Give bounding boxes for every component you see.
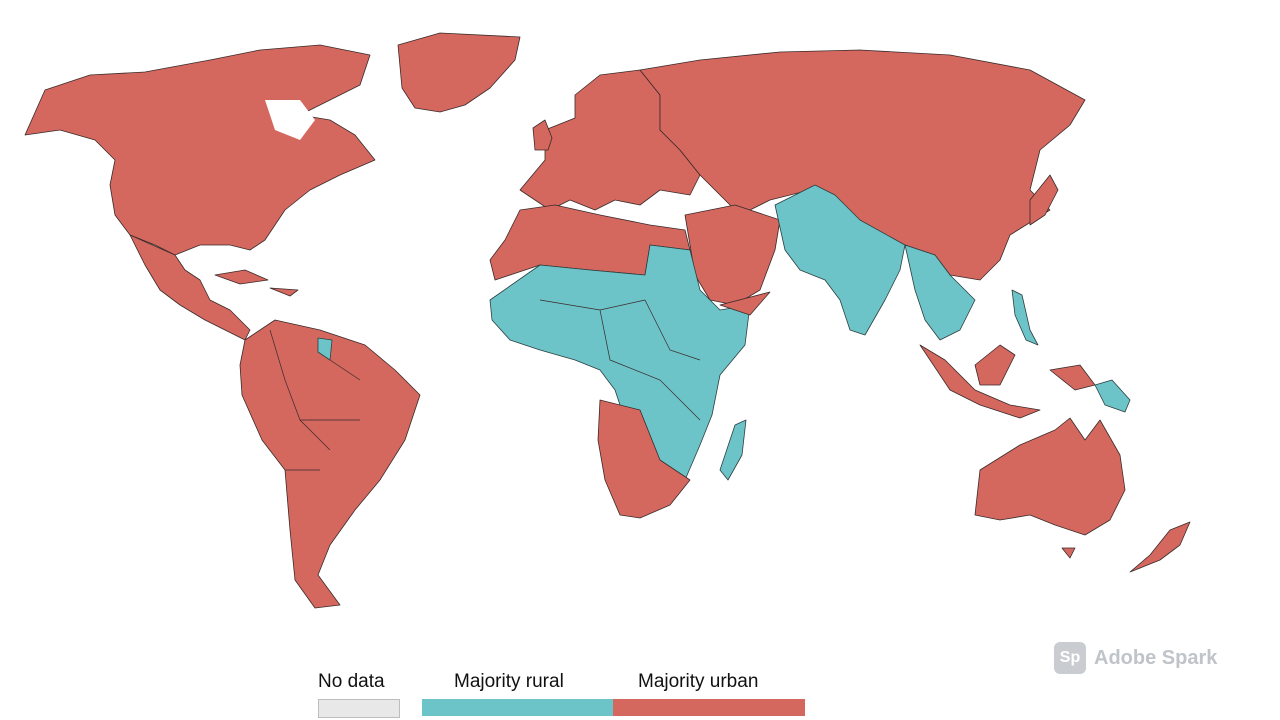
region-greenland: [397, 32, 521, 113]
region-north-america: [24, 44, 376, 256]
region-madagascar: [719, 419, 747, 481]
region-new-zealand: [1061, 521, 1191, 573]
region-japan: [1029, 174, 1059, 226]
region-uk: [532, 119, 553, 151]
legend-majority-urban-label: Majority urban: [638, 671, 759, 692]
legend-majority-rural-label: Majority rural: [454, 671, 564, 692]
region-asia: [639, 49, 1086, 281]
legend-no-data-label: No data: [318, 671, 385, 692]
region-central-america: [129, 234, 251, 341]
adobe-spark-watermark: Sp Adobe Spark: [1054, 642, 1217, 674]
region-papua-new-guinea: [1094, 379, 1131, 413]
legend-urban-swatch: [613, 699, 805, 716]
borders-africa: [539, 299, 701, 421]
region-philippines: [1011, 289, 1039, 346]
region-sub-saharan-africa: [489, 244, 751, 481]
region-southern-africa: [597, 399, 691, 519]
borders-south-america: [269, 329, 361, 471]
region-australia: [974, 417, 1126, 536]
adobe-spark-text: Adobe Spark: [1094, 646, 1218, 669]
legend-rural-swatch: [422, 699, 613, 716]
region-south-asia: [774, 184, 906, 336]
legend-no-data-swatch: [318, 699, 400, 718]
region-south-america: [239, 319, 421, 609]
region-caribbean: [214, 269, 299, 297]
region-indonesia: [919, 344, 1096, 419]
region-southeast-asia: [904, 244, 976, 341]
region-somalia: [719, 291, 771, 316]
adobe-spark-logo-icon: Sp: [1054, 642, 1086, 674]
